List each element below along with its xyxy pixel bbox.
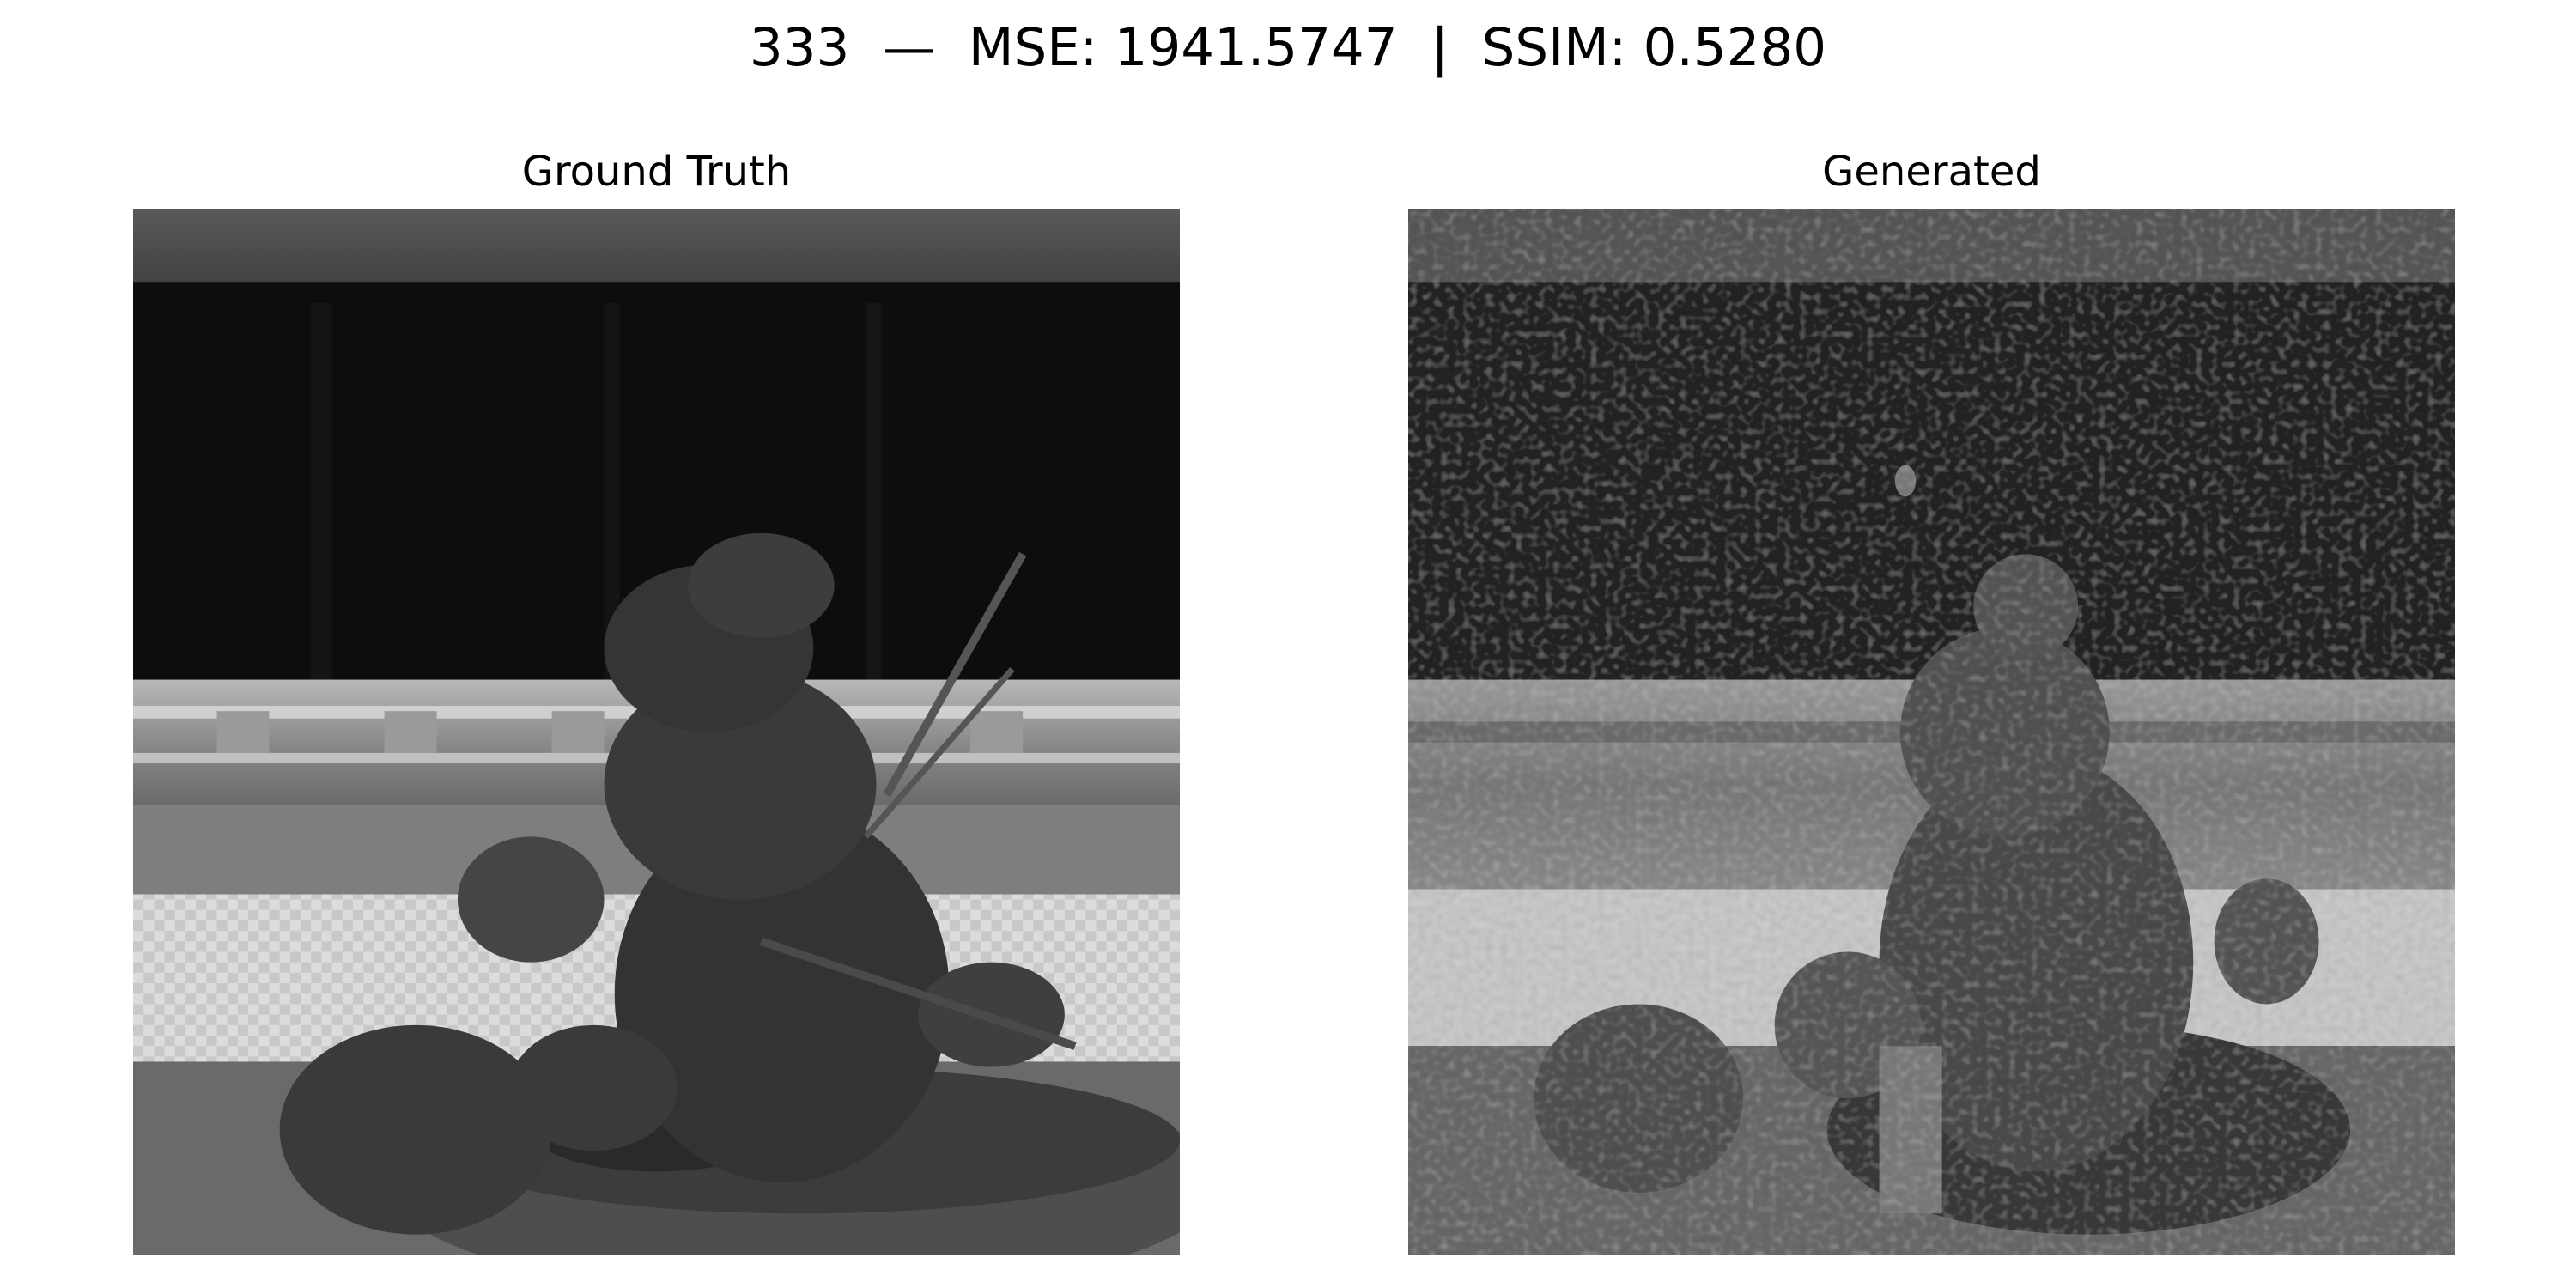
generated-scene — [1408, 209, 2455, 1255]
ground-truth-image — [133, 209, 1180, 1255]
figure-title: 333 — MSE: 1941.5747 | SSIM: 0.5280 — [749, 17, 1827, 78]
generated-image — [1408, 209, 2455, 1255]
generated-title: Generated — [1822, 148, 2041, 196]
ground-truth-scene — [133, 209, 1180, 1255]
ground-truth-title: Ground Truth — [521, 148, 792, 196]
